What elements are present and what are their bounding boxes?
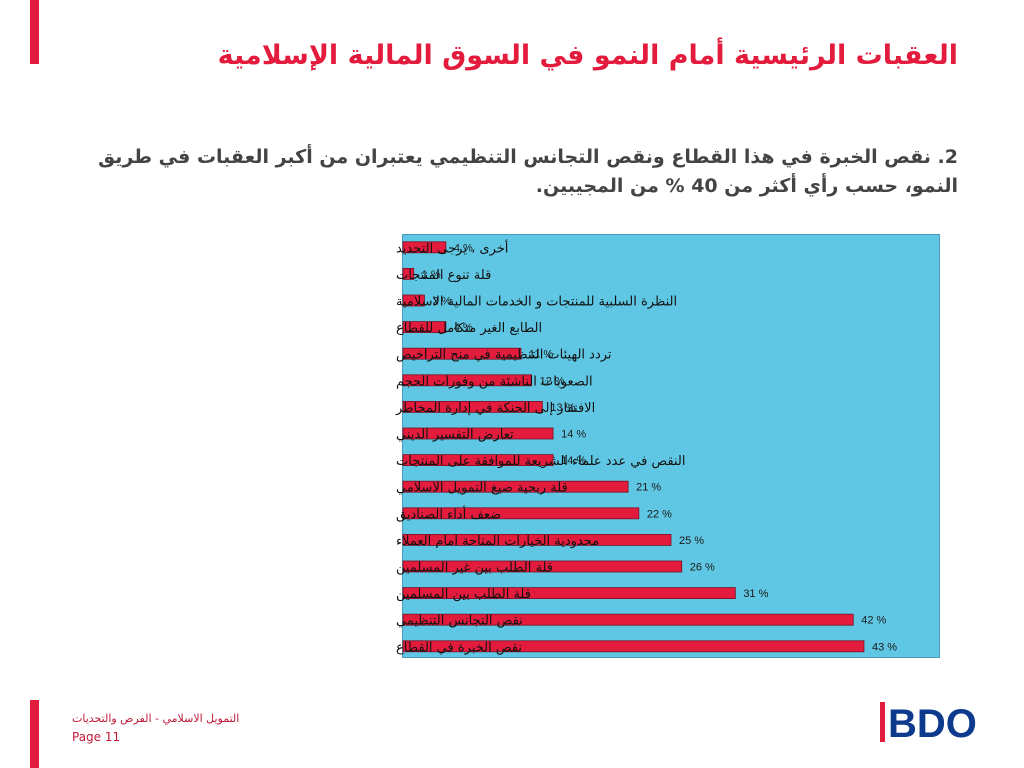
category-label: محدودية الخيارات المتاحة امام العملاء	[396, 534, 599, 549]
category-label: قلة ربحية صيغ التمويل الاسلامي	[396, 481, 568, 496]
data-label: 31 %	[743, 588, 768, 600]
category-label: النقص في عدد علماء الشريعة للموافقة على …	[396, 454, 686, 469]
data-label: 43 %	[872, 641, 897, 653]
data-label: 26 %	[690, 562, 715, 574]
bar	[402, 241, 447, 254]
data-label: 14 %	[561, 429, 586, 441]
category-label: نقص التجانس التنظيمي	[396, 614, 523, 629]
page-number: Page 11	[72, 730, 121, 744]
logo-text: BDO	[888, 702, 977, 744]
category-label: قلة الطلب بين غير المسلمين	[396, 561, 553, 576]
data-label: 13 %	[550, 402, 575, 414]
category-label: الافتقار إلى الحنكة في إدارة المخاطر	[395, 401, 595, 416]
category-label: الصعوبات الناشئة من وفورات الحجم	[396, 374, 593, 389]
category-label: ضعف أداء الصناديق	[396, 505, 501, 522]
bar	[402, 560, 683, 573]
data-label: 42 %	[861, 615, 886, 627]
data-label: 12 %	[540, 375, 565, 387]
bottom-accent-bar	[30, 700, 39, 768]
bar	[402, 347, 522, 360]
data-label: 21 %	[636, 482, 661, 494]
page-title: العقبات الرئيسية أمام النمو في السوق الم…	[217, 40, 958, 71]
bar	[402, 613, 854, 626]
data-label: 4 %	[454, 242, 473, 254]
bar	[402, 267, 415, 280]
bar	[402, 294, 425, 307]
category-label: النظرة السلبية للمنتجات و الخدمات المالي…	[396, 295, 677, 310]
footer-title: التمويل الاسلامي - الفرص والتحديات	[72, 712, 240, 725]
bar	[402, 321, 447, 334]
category-label: تعارض التفسير الديني	[396, 428, 514, 443]
data-label: 25 %	[679, 535, 704, 547]
data-label: 14 %	[561, 455, 586, 467]
bar	[402, 427, 554, 440]
logo-accent-bar	[880, 702, 885, 742]
data-label: 2 %	[432, 296, 451, 308]
bar	[402, 534, 672, 546]
bar	[402, 400, 543, 413]
bar	[402, 480, 629, 493]
page-subtitle: 2. نقص الخبرة في هذا القطاع ونقص التجانس…	[98, 146, 958, 197]
category-label: قلة تنوع المنتجات	[396, 268, 491, 283]
top-accent-bar	[30, 0, 39, 64]
bar	[402, 640, 865, 653]
bdo-logo: BDO	[880, 702, 977, 744]
data-label: 11 %	[529, 349, 553, 361]
data-label: 4 %	[454, 322, 473, 334]
data-label: 1 %	[422, 269, 441, 281]
bar	[402, 587, 736, 599]
category-label: قلة الطلب بين المسلمين	[396, 587, 531, 602]
data-label: 22 %	[647, 508, 672, 520]
bar	[402, 454, 554, 467]
category-label: الطابع الغير متكامل للقطاع	[396, 321, 542, 336]
category-label: أخرى ، يرجى التحديد	[396, 239, 508, 256]
bar	[402, 507, 640, 520]
category-label: تردد الهيئات التنظيمية في منح التراخيص	[396, 348, 612, 363]
bar	[402, 374, 533, 387]
category-label: نقص الخبرة في القطاع	[396, 640, 522, 655]
